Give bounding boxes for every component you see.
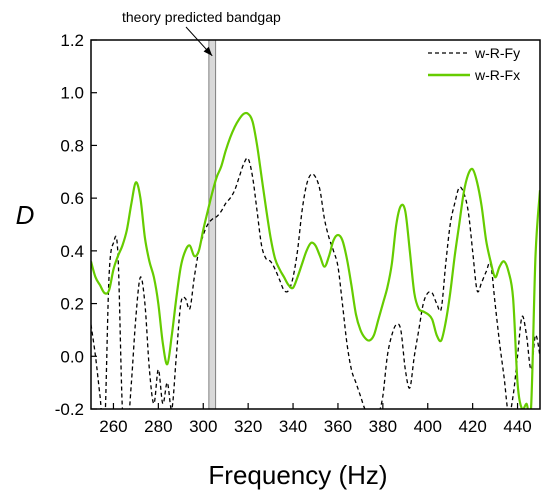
x-tick-label: 320 (234, 417, 262, 436)
x-tick-label: 380 (369, 417, 397, 436)
x-axis-title: Frequency (Hz) (208, 460, 387, 490)
y-tick-label: 0.6 (60, 189, 84, 208)
axis-ticks (91, 39, 519, 410)
plot-frame (90, 39, 541, 410)
x-tick-label: 280 (144, 417, 172, 436)
bandgap-annotation: theory predicted bandgap (122, 9, 281, 25)
x-tick-label: 360 (324, 417, 352, 436)
x-tick-label: 420 (458, 417, 486, 436)
series-layer (91, 111, 540, 409)
x-tick-label: 440 (503, 417, 531, 436)
legend-label-w-r-fx: w-R-Fx (474, 67, 520, 83)
series-line-w-r-fx (91, 111, 540, 409)
x-tick-label: 300 (189, 417, 217, 436)
y-tick-label: 1.0 (60, 84, 84, 103)
y-tick-label: 1.2 (60, 31, 84, 50)
legend-label-w-r-fy: w-R-Fy (474, 45, 520, 61)
y-tick-label: 0.4 (60, 242, 84, 261)
y-tick-label: 0.2 (60, 295, 84, 314)
y-tick-label: 0.8 (60, 136, 84, 155)
y-axis-title: D (16, 200, 35, 230)
y-axis-tick-labels: -0.2 0.0 0.2 0.4 0.6 0.8 1.0 1.2 (55, 31, 84, 419)
x-axis-tick-labels: 260 280 300 320 340 360 380 400 420 440 (99, 417, 531, 436)
legend: w-R-Fy w-R-Fx (428, 45, 520, 83)
x-tick-label: 260 (99, 417, 127, 436)
y-tick-label: -0.2 (55, 400, 84, 419)
y-tick-label: 0.0 (60, 347, 84, 366)
annotation-arrowhead (203, 46, 213, 56)
x-tick-label: 400 (414, 417, 442, 436)
x-tick-label: 340 (279, 417, 307, 436)
bandgap-band (208, 39, 217, 410)
